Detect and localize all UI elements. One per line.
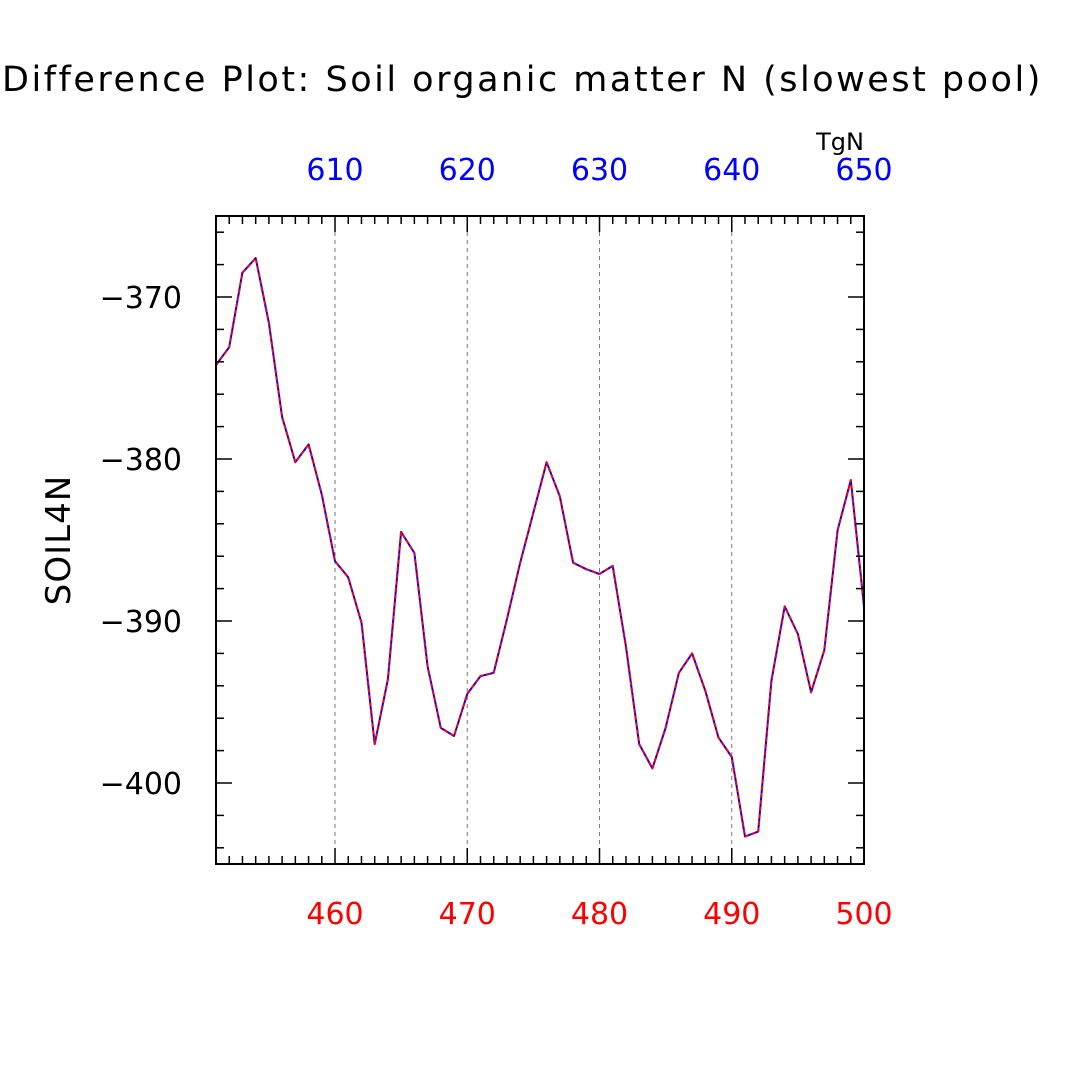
- axis-ticks: [215, 216, 865, 864]
- x-top-tick-label: 650: [835, 153, 892, 188]
- plot-frame: [215, 215, 865, 865]
- x-top-tick-label: 610: [306, 153, 363, 188]
- tick-labels: 460 470 480 490 500 610 620 630 640 650 −370 −380 −3…: [100, 153, 893, 932]
- y-axis-label: SOIL4N: [39, 475, 79, 605]
- x-tick-label: 500: [835, 897, 892, 932]
- y-tick-label: −380: [100, 443, 182, 478]
- chart-title: Difference Plot: Soil organic matter N (…: [2, 60, 1043, 100]
- x-top-tick-label: 640: [703, 153, 760, 188]
- x-tick-label: 460: [306, 897, 363, 932]
- y-tick-label: −390: [100, 605, 182, 640]
- series-lines: [215, 257, 865, 838]
- series-line-red-dashed: [215, 257, 865, 838]
- x-top-tick-label: 630: [571, 153, 628, 188]
- x-top-tick-label: 620: [439, 153, 496, 188]
- grid-lines: [334, 216, 733, 864]
- x-tick-label: 480: [571, 897, 628, 932]
- x-tick-label: 470: [439, 897, 496, 932]
- units-label: TgN: [815, 128, 864, 156]
- y-tick-label: −370: [100, 281, 182, 316]
- y-tick-label: −400: [100, 767, 182, 802]
- x-tick-label: 490: [703, 897, 760, 932]
- series-line-blue: [215, 257, 865, 838]
